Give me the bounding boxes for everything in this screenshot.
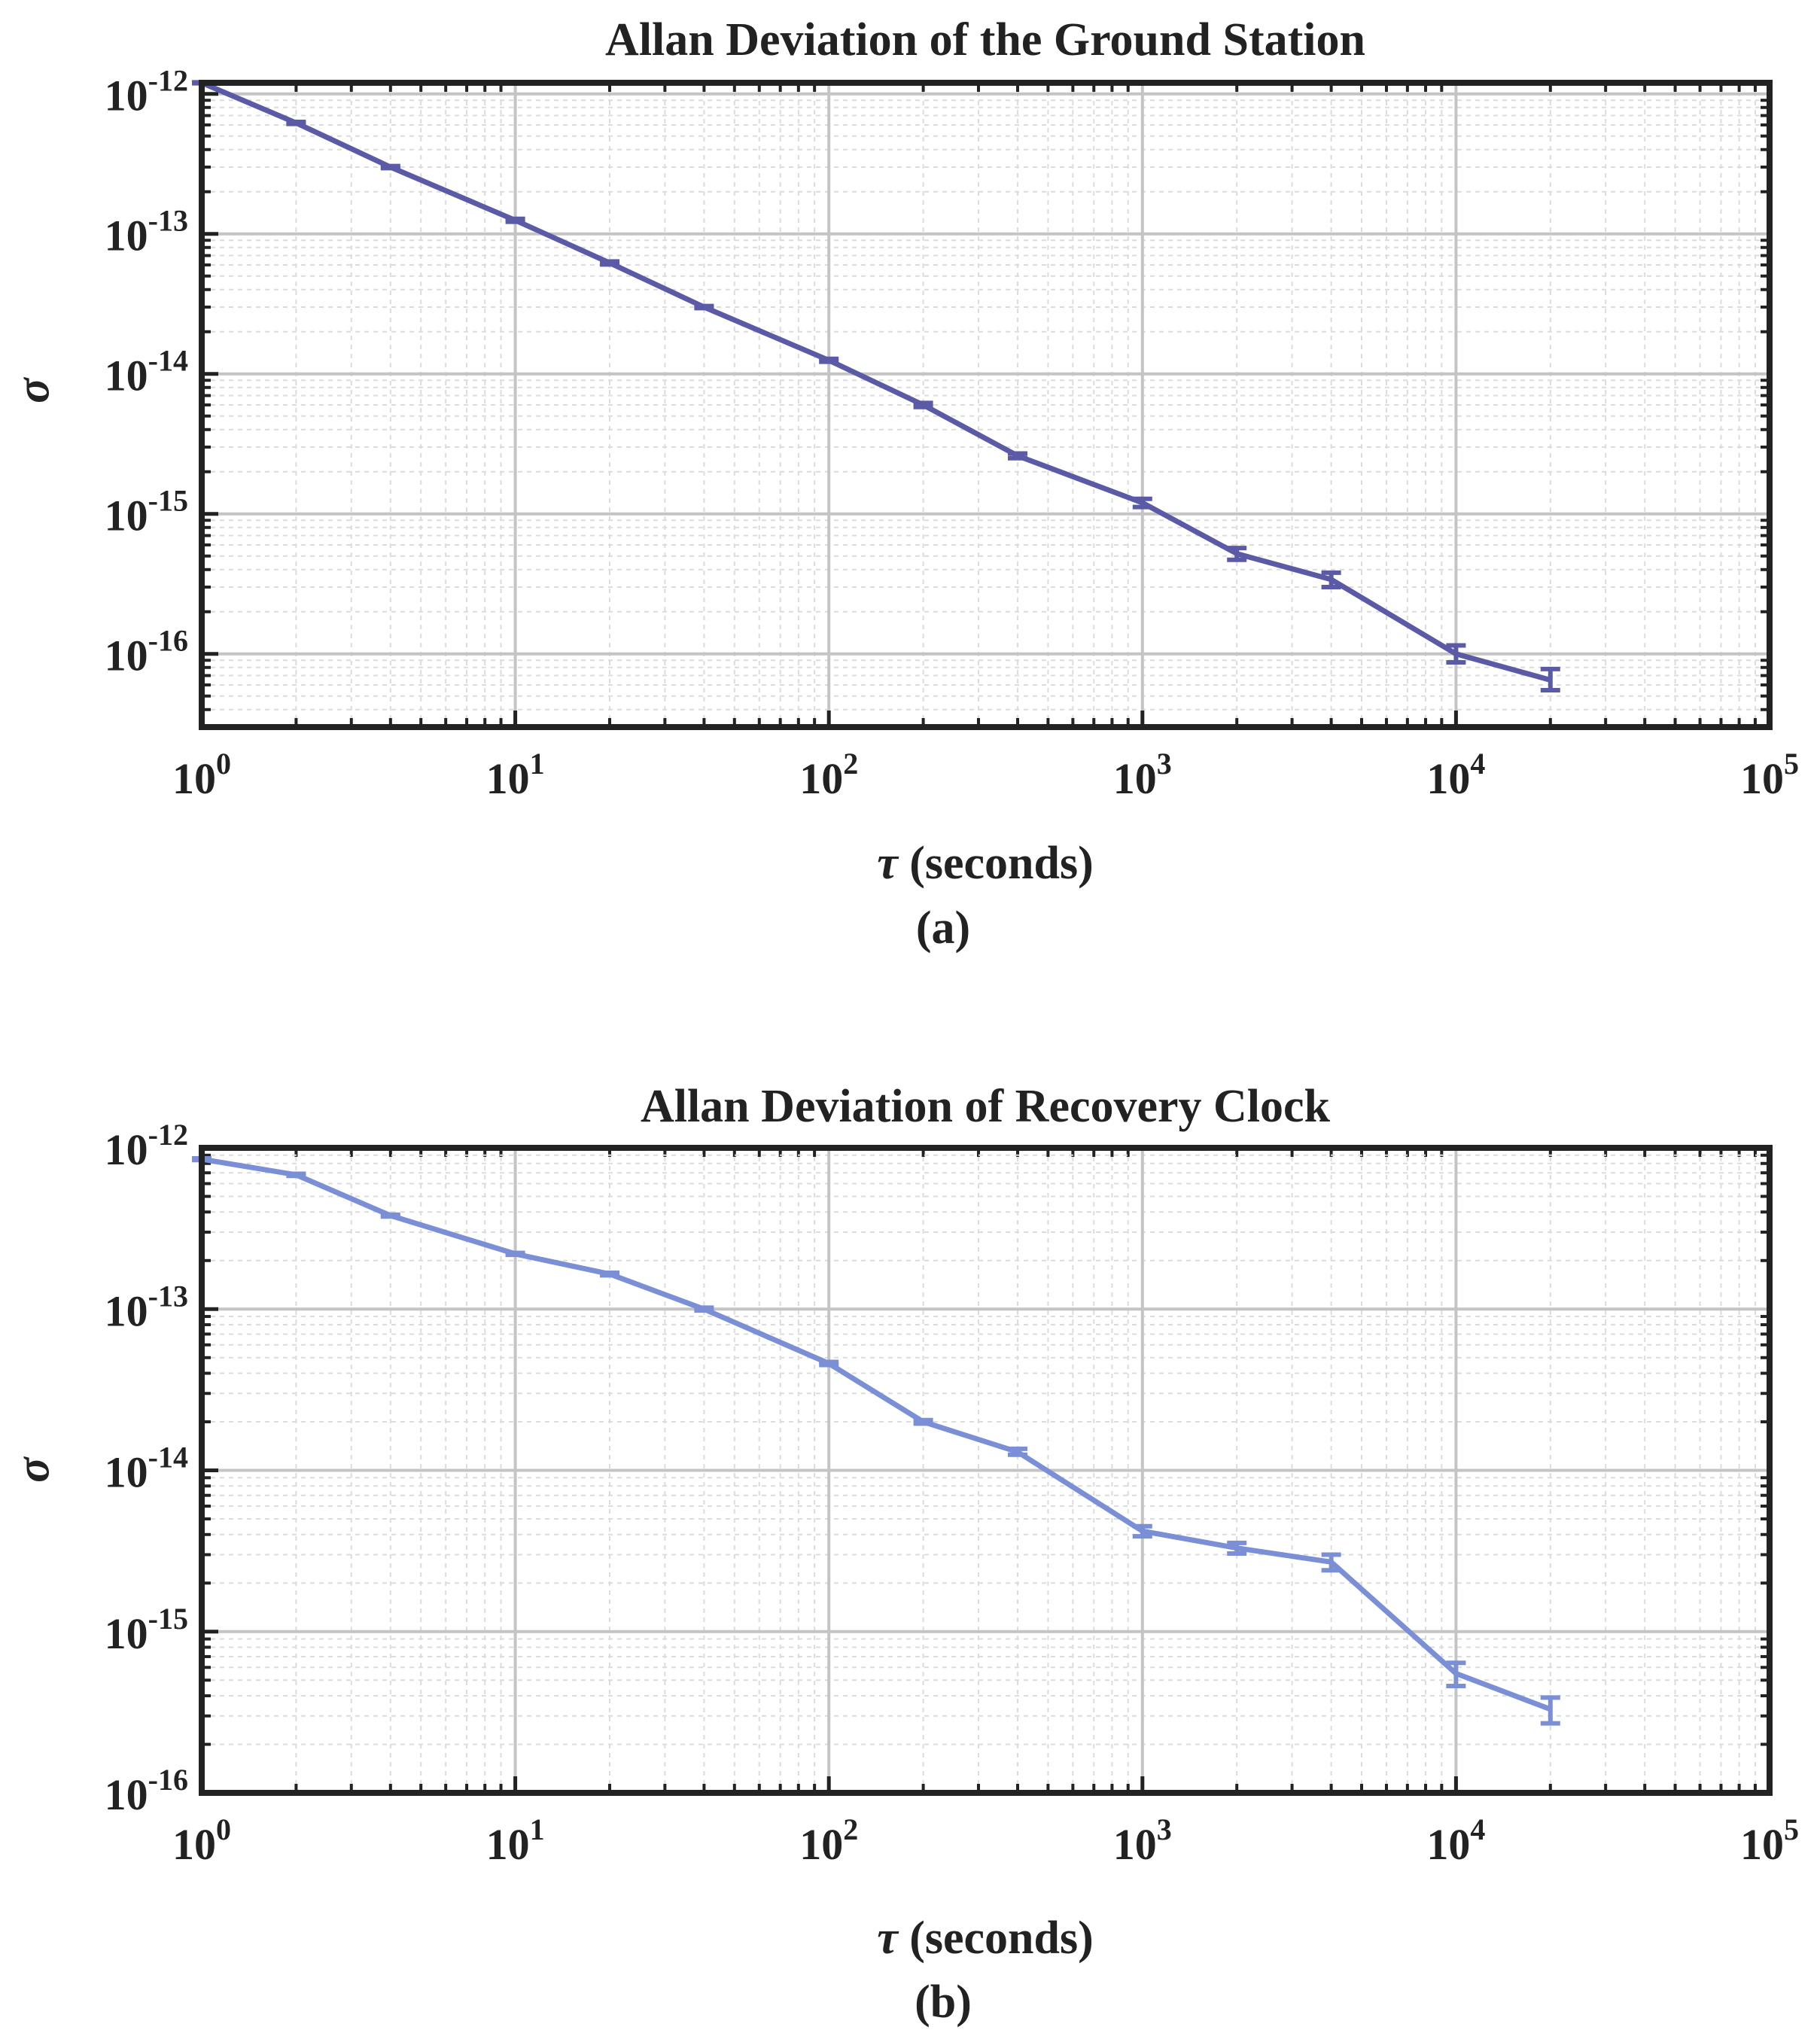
chart-b-y-tick-label: 10-13 bbox=[105, 1279, 188, 1335]
chart-a-data-point bbox=[1236, 552, 1238, 555]
chart-b-x-tick-label: 100 bbox=[172, 1812, 231, 1869]
chart-a-error-bar bbox=[286, 120, 306, 126]
chart-a-data-point bbox=[828, 359, 830, 361]
chart-a-x-tick-label: 102 bbox=[799, 747, 858, 803]
chart-b-data-point bbox=[1455, 1672, 1457, 1675]
chart-b-error-bar bbox=[1132, 1523, 1152, 1539]
chart-a-y-tick-label: 10-15 bbox=[105, 484, 188, 540]
chart-b-grid bbox=[199, 1146, 1772, 1795]
chart-a-y-tick-label: 10-16 bbox=[105, 624, 188, 680]
chart-a-data-point bbox=[1017, 455, 1019, 457]
chart-a-y-tick-label: 10-12 bbox=[105, 64, 188, 120]
chart-a-data-point bbox=[389, 166, 391, 168]
chart-b-data-point bbox=[828, 1362, 830, 1365]
chart-a-data-point bbox=[514, 219, 516, 221]
chart-b-data-point bbox=[1236, 1547, 1238, 1549]
chart-a-x-tick-label: 101 bbox=[486, 747, 545, 803]
chart-a-error-bar bbox=[694, 303, 714, 311]
chart-a-error-bar bbox=[1227, 546, 1247, 562]
chart-a-data-point bbox=[295, 122, 297, 124]
chart-b-y-tick-label: 10-12 bbox=[105, 1118, 188, 1174]
chart-b-data-point bbox=[514, 1252, 516, 1255]
chart-a-data-point bbox=[922, 404, 924, 406]
chart-a-y-tick-label: 10-13 bbox=[105, 204, 188, 260]
chart-a-error-bar bbox=[600, 259, 620, 267]
chart-b-y-tick-label: 10-14 bbox=[105, 1441, 188, 1497]
chart-a-y-tick-label: 10-14 bbox=[105, 344, 188, 400]
chart-a-x-tick-label: 100 bbox=[172, 747, 231, 803]
chart-b-axes-frame bbox=[199, 1145, 1773, 1796]
chart-b-data-point bbox=[389, 1215, 391, 1217]
chart-b-x-tick-label: 105 bbox=[1740, 1812, 1799, 1869]
chart-a-plot-area: 100 101 102 103 104 105 10-16 10-15 10-14 10-13 10… bbox=[105, 64, 1799, 803]
chart-b-error-bar bbox=[286, 1171, 306, 1179]
chart-b-x-tick-label: 104 bbox=[1426, 1812, 1485, 1869]
chart-a-error-bar bbox=[819, 356, 839, 364]
chart-b-error-bar bbox=[1540, 1695, 1560, 1726]
chart-b-error-bar bbox=[1321, 1552, 1341, 1573]
chart-b-error-bar bbox=[1227, 1540, 1247, 1556]
chart-a-caption: (a) bbox=[915, 902, 971, 954]
chart-b-error-bar bbox=[380, 1212, 400, 1219]
chart-a-data-point bbox=[1455, 653, 1457, 655]
chart-a-grid bbox=[199, 83, 1772, 727]
chart-a-title: Allan Deviation of the Ground Station bbox=[605, 14, 1365, 65]
chart-a-x-tick-label: 103 bbox=[1113, 747, 1172, 803]
chart-b-data-point bbox=[609, 1273, 611, 1275]
chart-a-error-bar bbox=[1540, 666, 1560, 693]
chart-b-x-axis-text: (seconds) bbox=[909, 1913, 1094, 1964]
chart-a-axes-frame bbox=[199, 80, 1773, 730]
chart-b-x-axis-label: τ (seconds) bbox=[877, 1912, 1094, 1965]
chart-b-y-tick-label: 10-15 bbox=[105, 1602, 188, 1658]
chart-a-data-point bbox=[703, 306, 705, 308]
chart-a-error-bar bbox=[913, 400, 933, 409]
chart-a-series-line bbox=[200, 80, 1551, 683]
chart-b-error-bar bbox=[505, 1250, 525, 1258]
chart-b-x-tick-label: 102 bbox=[799, 1812, 858, 1869]
chart-b-error-bar bbox=[1008, 1446, 1028, 1457]
chart-a-y-axis-label: σ bbox=[8, 378, 59, 403]
chart-b-data-point bbox=[1549, 1708, 1551, 1710]
chart-b-plot-area: 100 101 102 103 104 105 10-16 10-15 10-14 10-13 10… bbox=[105, 1118, 1799, 1869]
chart-a-error-bar bbox=[1132, 496, 1152, 510]
chart-a-data-point bbox=[1141, 502, 1143, 504]
chart-b-error-bar bbox=[600, 1270, 620, 1278]
chart-b-y-axis-label: σ bbox=[8, 1457, 59, 1483]
chart-b-data-point bbox=[1017, 1451, 1019, 1453]
chart-a-x-axis-text: (seconds) bbox=[909, 838, 1094, 889]
chart-b-data-point bbox=[1141, 1530, 1143, 1532]
chart-b-data-point bbox=[295, 1173, 297, 1176]
chart-b-caption: (b) bbox=[915, 1977, 972, 2028]
chart-a-error-bar bbox=[505, 216, 525, 224]
chart-a-data-point bbox=[1330, 578, 1332, 580]
chart-b-error-bar bbox=[819, 1359, 839, 1368]
chart-a-x-axis-symbol: τ bbox=[877, 838, 898, 889]
chart-b-x-tick-label: 103 bbox=[1113, 1812, 1172, 1869]
chart-b-y-tick-label: 10-16 bbox=[105, 1763, 188, 1819]
chart-b-error-bar bbox=[1446, 1660, 1466, 1689]
chart-a-x-axis-label: τ (seconds) bbox=[877, 837, 1094, 890]
chart-a-x-tick-label: 105 bbox=[1740, 747, 1799, 803]
chart-a-error-bar bbox=[1446, 643, 1466, 665]
chart-a-data-point bbox=[609, 262, 611, 264]
chart-b-title: Allan Deviation of Recovery Clock bbox=[640, 1081, 1331, 1132]
chart-a-x-tick-label: 104 bbox=[1426, 747, 1485, 803]
chart-b-error-bar bbox=[913, 1417, 933, 1426]
chart-b-x-axis-symbol: τ bbox=[877, 1913, 898, 1964]
chart-a-error-bar bbox=[1321, 570, 1341, 589]
chart-a-error-bar bbox=[380, 163, 400, 171]
chart-b-data-point bbox=[922, 1421, 924, 1423]
chart-b-x-tick-label: 101 bbox=[486, 1812, 545, 1869]
chart-a-data-point bbox=[1549, 679, 1551, 681]
chart-b-data-point bbox=[1330, 1561, 1332, 1563]
chart-b-error-bar bbox=[694, 1305, 714, 1313]
chart-a-error-bar bbox=[1008, 451, 1028, 461]
chart-b-series-line bbox=[201, 1156, 1552, 1712]
chart-b-data-point bbox=[703, 1308, 705, 1310]
